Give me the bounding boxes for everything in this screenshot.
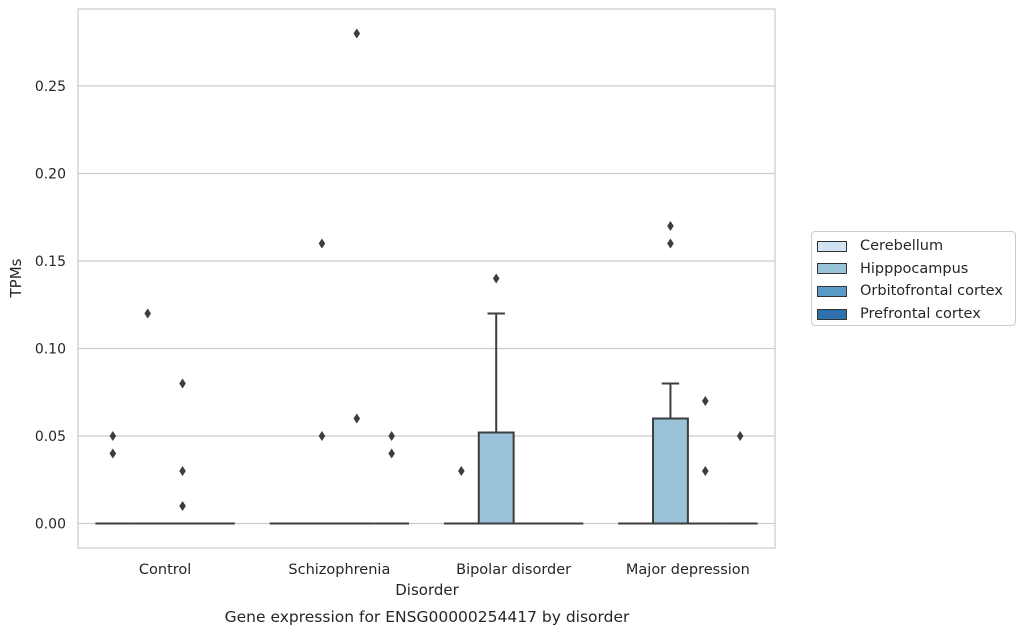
- outlier-marker: [318, 238, 326, 249]
- outlier-marker: [179, 466, 186, 476]
- outlier-marker: [109, 431, 117, 441]
- legend-swatch: [817, 285, 847, 297]
- legend: Cerebellum Hipppocampus Orbitofrontal cort…: [811, 231, 1016, 326]
- outlier-marker: [492, 273, 500, 284]
- outlier-marker: [353, 413, 361, 424]
- y-axis-label: TPMs: [7, 258, 25, 298]
- outlier-marker: [667, 238, 674, 249]
- legend-label: Orbitofrontal cortex: [860, 283, 1003, 300]
- outlier-marker: [179, 501, 186, 511]
- x-tick-label: Schizophrenia: [288, 562, 390, 578]
- y-tick-labels: 0.00 0.05 0.10 0.15 0.20 0.25: [35, 79, 66, 533]
- outlier-marker: [388, 448, 395, 459]
- y-tick-label: 0.00: [35, 517, 66, 533]
- legend-item: Hipppocampus: [817, 258, 1015, 281]
- legend-item: Cerebellum: [817, 235, 1015, 258]
- legend-label: Cerebellum: [860, 238, 944, 255]
- outlier-marker: [458, 466, 465, 476]
- legend-item: Prefrontal cortex: [817, 303, 1015, 326]
- outlier-marker: [318, 431, 326, 441]
- x-tick-label: Major depression: [626, 562, 750, 578]
- x-tick-labels: Control Schizophrenia Bipolar disorder Majo…: [139, 562, 750, 578]
- x-axis-label: Disorder: [395, 581, 459, 599]
- outlier-marker: [702, 396, 709, 406]
- chart-title: Gene expression for ENSG00000254417 by d…: [225, 608, 630, 626]
- legend-swatch: [817, 240, 847, 252]
- legend-label: Prefrontal cortex: [860, 306, 981, 323]
- legend-item: Orbitofrontal cortex: [817, 280, 1015, 303]
- boxes: [95, 312, 758, 525]
- y-tick-label: 0.20: [35, 167, 66, 183]
- outlier-marker: [702, 466, 709, 476]
- outlier-marker: [736, 431, 744, 441]
- outlier-marker: [353, 28, 361, 39]
- outlier-marker: [144, 308, 151, 319]
- box: [477, 312, 515, 525]
- outlier-marker: [667, 221, 674, 231]
- y-tick-label: 0.15: [35, 254, 66, 270]
- x-tick-label: Control: [139, 562, 191, 578]
- y-tick-label: 0.10: [35, 342, 66, 358]
- outliers: [109, 28, 744, 511]
- outlier-marker: [109, 448, 117, 459]
- legend-swatch: [817, 263, 847, 275]
- y-tick-label: 0.25: [35, 79, 66, 95]
- legend-swatch: [817, 308, 847, 320]
- legend-label: Hipppocampus: [860, 260, 969, 277]
- outlier-marker: [388, 431, 395, 441]
- y-tick-label: 0.05: [35, 429, 66, 445]
- outlier-marker: [179, 378, 186, 389]
- box-body: [477, 431, 515, 525]
- box-body: [652, 417, 689, 525]
- x-tick-label: Bipolar disorder: [456, 562, 571, 578]
- box: [652, 382, 689, 525]
